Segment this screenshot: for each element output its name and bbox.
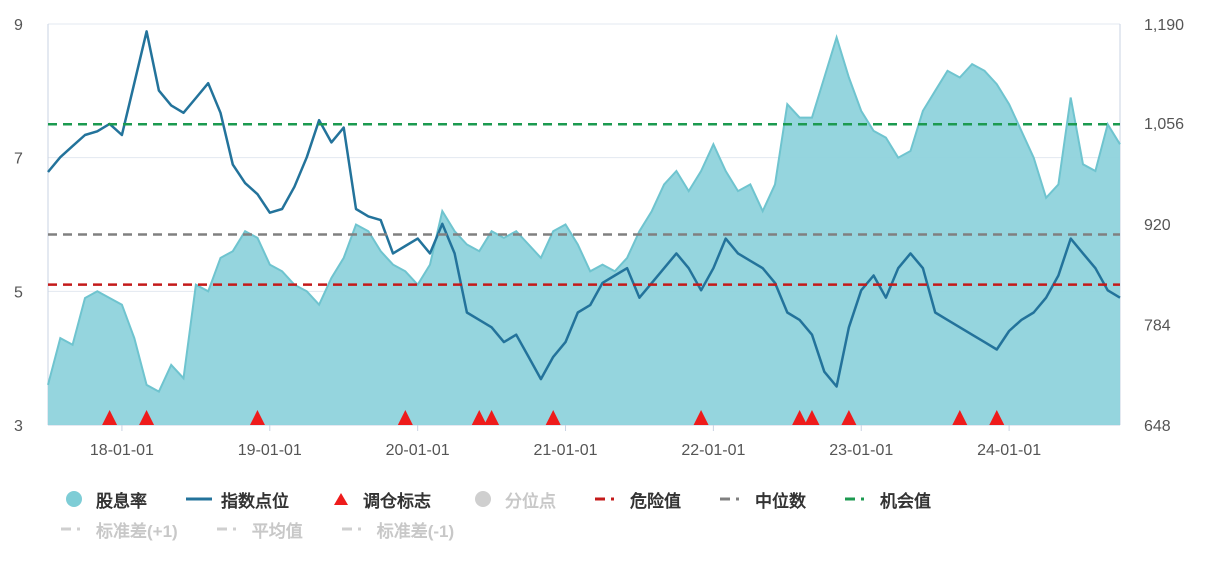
index-level-line	[47, 30, 1121, 388]
right-tick-label: 1,190	[1144, 17, 1184, 34]
rebalance-marker[interactable]	[102, 410, 118, 425]
legend-swatch	[334, 493, 348, 505]
left-tick-label: 7	[14, 151, 23, 168]
rebalance-marker[interactable]	[989, 410, 1005, 425]
legend-row: 标准差(+1) 平均值 标准差(-1)	[60, 514, 1200, 544]
x-tick-label: 22-01-01	[681, 442, 745, 459]
rebalance-marker[interactable]	[841, 410, 857, 425]
chart: 3 5 7 9 648 784 920 1,056 1,190 18-01-01 19-01-0…	[14, 17, 1184, 459]
rebalance-marker[interactable]	[484, 410, 500, 425]
rebalance-marker[interactable]	[139, 410, 155, 425]
dividend-yield-area	[48, 37, 1120, 426]
legend-std-minus[interactable]: 标准差(-1)	[341, 517, 454, 542]
legend-label: 危险值	[630, 491, 681, 511]
legend-opportunity-value[interactable]: 机会值	[844, 487, 931, 512]
legend-rebalance-flag[interactable]: 调仓标志	[327, 487, 431, 512]
legend-label: 分位点	[505, 491, 556, 511]
legend-index-level[interactable]: 指数点位	[185, 487, 289, 512]
legend-label: 标准差(+1)	[96, 521, 178, 541]
left-tick-label: 3	[14, 418, 23, 435]
rebalance-marker[interactable]	[952, 410, 968, 425]
rebalance-markers	[102, 410, 1005, 425]
legend-median[interactable]: 中位数	[719, 487, 806, 512]
rebalance-marker[interactable]	[545, 410, 561, 425]
legend-swatch	[845, 497, 864, 501]
legend-label: 股息率	[96, 491, 147, 511]
rebalance-marker[interactable]	[471, 410, 487, 425]
legend-average[interactable]: 平均值	[216, 517, 303, 542]
x-axis: 18-01-01 19-01-01 20-01-01 21-01-01 22-01-01…	[90, 425, 1041, 459]
legend-row: 股息率 指数点位 调仓标志 分位点 危险值 中位数 机会值	[60, 484, 1200, 514]
legend-label: 中位数	[755, 491, 806, 511]
right-tick-label: 648	[1144, 418, 1171, 435]
left-tick-label: 5	[14, 284, 23, 301]
right-tick-label: 784	[1144, 317, 1171, 334]
rebalance-marker[interactable]	[804, 410, 820, 425]
rebalance-marker[interactable]	[397, 410, 413, 425]
x-tick-label: 20-01-01	[386, 442, 450, 459]
x-tick-label: 19-01-01	[238, 442, 302, 459]
plot-area	[47, 30, 1121, 426]
legend-swatch	[341, 527, 361, 531]
rebalance-marker[interactable]	[792, 410, 808, 425]
x-tick-label: 23-01-01	[829, 442, 893, 459]
rebalance-marker[interactable]	[249, 410, 265, 425]
legend: 股息率 指数点位 调仓标志 分位点 危险值 中位数 机会值 标准差(+1) 平均值 标准差(-1…	[60, 484, 1200, 544]
legend-swatch	[720, 497, 739, 501]
rebalance-marker[interactable]	[693, 410, 709, 425]
right-tick-label: 1,056	[1144, 116, 1184, 133]
legend-label: 调仓标志	[363, 491, 431, 511]
x-tick-label: 18-01-01	[90, 442, 154, 459]
legend-std-plus[interactable]: 标准差(+1)	[60, 517, 178, 542]
legend-swatch	[595, 497, 614, 501]
legend-swatch	[475, 491, 491, 507]
legend-label: 平均值	[251, 521, 303, 541]
right-tick-label: 920	[1144, 217, 1171, 234]
legend-label: 机会值	[880, 491, 931, 511]
legend-swatch	[186, 497, 212, 501]
legend-swatch	[61, 527, 80, 531]
right-axis: 648 784 920 1,056 1,190	[1144, 17, 1184, 435]
legend-label: 指数点位	[221, 491, 289, 511]
x-tick-label: 24-01-01	[977, 442, 1041, 459]
legend-label: 标准差(-1)	[376, 521, 455, 541]
legend-dividend-yield[interactable]: 股息率	[60, 487, 147, 512]
legend-swatch	[216, 527, 236, 531]
x-tick-label: 21-01-01	[533, 442, 597, 459]
left-axis: 3 5 7 9	[14, 17, 23, 435]
reference-lines	[48, 123, 1120, 286]
legend-swatch	[66, 491, 82, 507]
dividend-yield-line	[47, 33, 1121, 393]
left-tick-label: 9	[14, 17, 23, 34]
legend-danger-value[interactable]: 危险值	[594, 487, 681, 512]
legend-percentile[interactable]: 分位点	[469, 487, 556, 512]
